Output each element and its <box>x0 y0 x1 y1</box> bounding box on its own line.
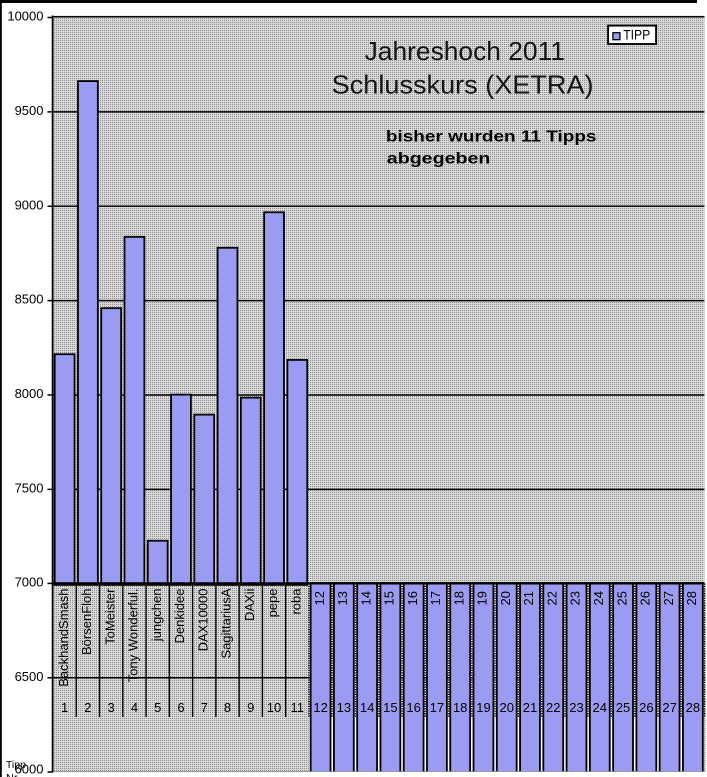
svg-text:7: 7 <box>201 700 208 715</box>
svg-text:15: 15 <box>382 591 397 605</box>
svg-text:25: 25 <box>614 591 629 605</box>
svg-text:Nr.: Nr. <box>6 773 20 777</box>
svg-text:SagittariusA: SagittariusA <box>219 588 234 658</box>
svg-text:pepe: pepe <box>265 589 280 618</box>
svg-text:23: 23 <box>568 591 583 605</box>
svg-text:8: 8 <box>224 700 231 715</box>
svg-text:9500: 9500 <box>15 103 44 118</box>
svg-text:DAXii: DAXii <box>242 588 257 621</box>
svg-text:20: 20 <box>498 591 513 605</box>
svg-text:15: 15 <box>383 700 397 715</box>
svg-text:8000: 8000 <box>15 386 44 401</box>
svg-text:5: 5 <box>154 700 161 715</box>
svg-text:6: 6 <box>177 700 184 715</box>
svg-text:16: 16 <box>405 591 420 605</box>
svg-text:14: 14 <box>358 591 373 605</box>
svg-text:7500: 7500 <box>15 480 44 495</box>
svg-text:18: 18 <box>451 591 466 605</box>
svg-text:DAX10000: DAX10000 <box>195 589 210 652</box>
svg-text:4: 4 <box>131 700 138 715</box>
svg-text:roba: roba <box>289 588 304 615</box>
svg-text:10000: 10000 <box>7 9 43 24</box>
svg-text:Jahreshoch 2011: Jahreshoch 2011 <box>365 36 565 66</box>
svg-text:bisher wurden 11 Tipps: bisher wurden 11 Tipps <box>386 128 597 145</box>
svg-text:abgegeben: abgegeben <box>387 150 491 167</box>
svg-text:12: 12 <box>313 700 327 715</box>
svg-text:3: 3 <box>108 700 115 715</box>
svg-text:TIPP: TIPP <box>623 27 650 43</box>
svg-text:24: 24 <box>591 591 606 605</box>
svg-text:28: 28 <box>686 700 700 715</box>
svg-text:Tipp: Tipp <box>6 759 26 771</box>
svg-text:28: 28 <box>684 591 699 605</box>
svg-text:27: 27 <box>661 591 676 605</box>
svg-text:11: 11 <box>291 700 305 715</box>
svg-text:12: 12 <box>312 591 327 605</box>
svg-text:18: 18 <box>453 700 467 715</box>
svg-text:16: 16 <box>406 700 420 715</box>
svg-text:13: 13 <box>335 591 350 605</box>
svg-text:22: 22 <box>544 591 559 605</box>
svg-text:21: 21 <box>521 591 536 605</box>
svg-text:Denkidee: Denkidee <box>172 589 187 644</box>
svg-text:19: 19 <box>476 700 490 715</box>
svg-text:Tony Wonderful.: Tony Wonderful. <box>126 589 141 683</box>
svg-text:BackhandSmash: BackhandSmash <box>56 589 71 687</box>
svg-text:20: 20 <box>499 700 513 715</box>
svg-text:7000: 7000 <box>15 574 44 589</box>
svg-text:2: 2 <box>84 700 91 715</box>
svg-text:27: 27 <box>662 700 676 715</box>
svg-text:8500: 8500 <box>15 292 44 307</box>
svg-text:25: 25 <box>616 700 630 715</box>
svg-text:1: 1 <box>61 700 68 715</box>
svg-text:26: 26 <box>638 591 653 605</box>
svg-text:13: 13 <box>337 700 351 715</box>
svg-text:10: 10 <box>267 700 281 715</box>
svg-text:23: 23 <box>569 700 583 715</box>
svg-text:6000: 6000 <box>15 762 44 777</box>
svg-text:17: 17 <box>430 700 444 715</box>
svg-text:6500: 6500 <box>15 669 44 684</box>
svg-text:22: 22 <box>546 700 560 715</box>
svg-text:Schlusskurs (XETRA): Schlusskurs (XETRA) <box>332 70 594 100</box>
svg-text:19: 19 <box>475 591 490 605</box>
svg-text:BörsenFloh: BörsenFloh <box>79 589 94 655</box>
svg-text:26: 26 <box>639 700 653 715</box>
svg-text:9000: 9000 <box>15 197 44 212</box>
svg-text:14: 14 <box>360 700 374 715</box>
svg-text:24: 24 <box>593 700 607 715</box>
svg-text:21: 21 <box>523 700 537 715</box>
svg-text:9: 9 <box>247 700 254 715</box>
svg-text:jungchen: jungchen <box>149 589 164 643</box>
svg-text:17: 17 <box>428 591 443 605</box>
svg-text:ToMeister: ToMeister <box>102 588 117 645</box>
